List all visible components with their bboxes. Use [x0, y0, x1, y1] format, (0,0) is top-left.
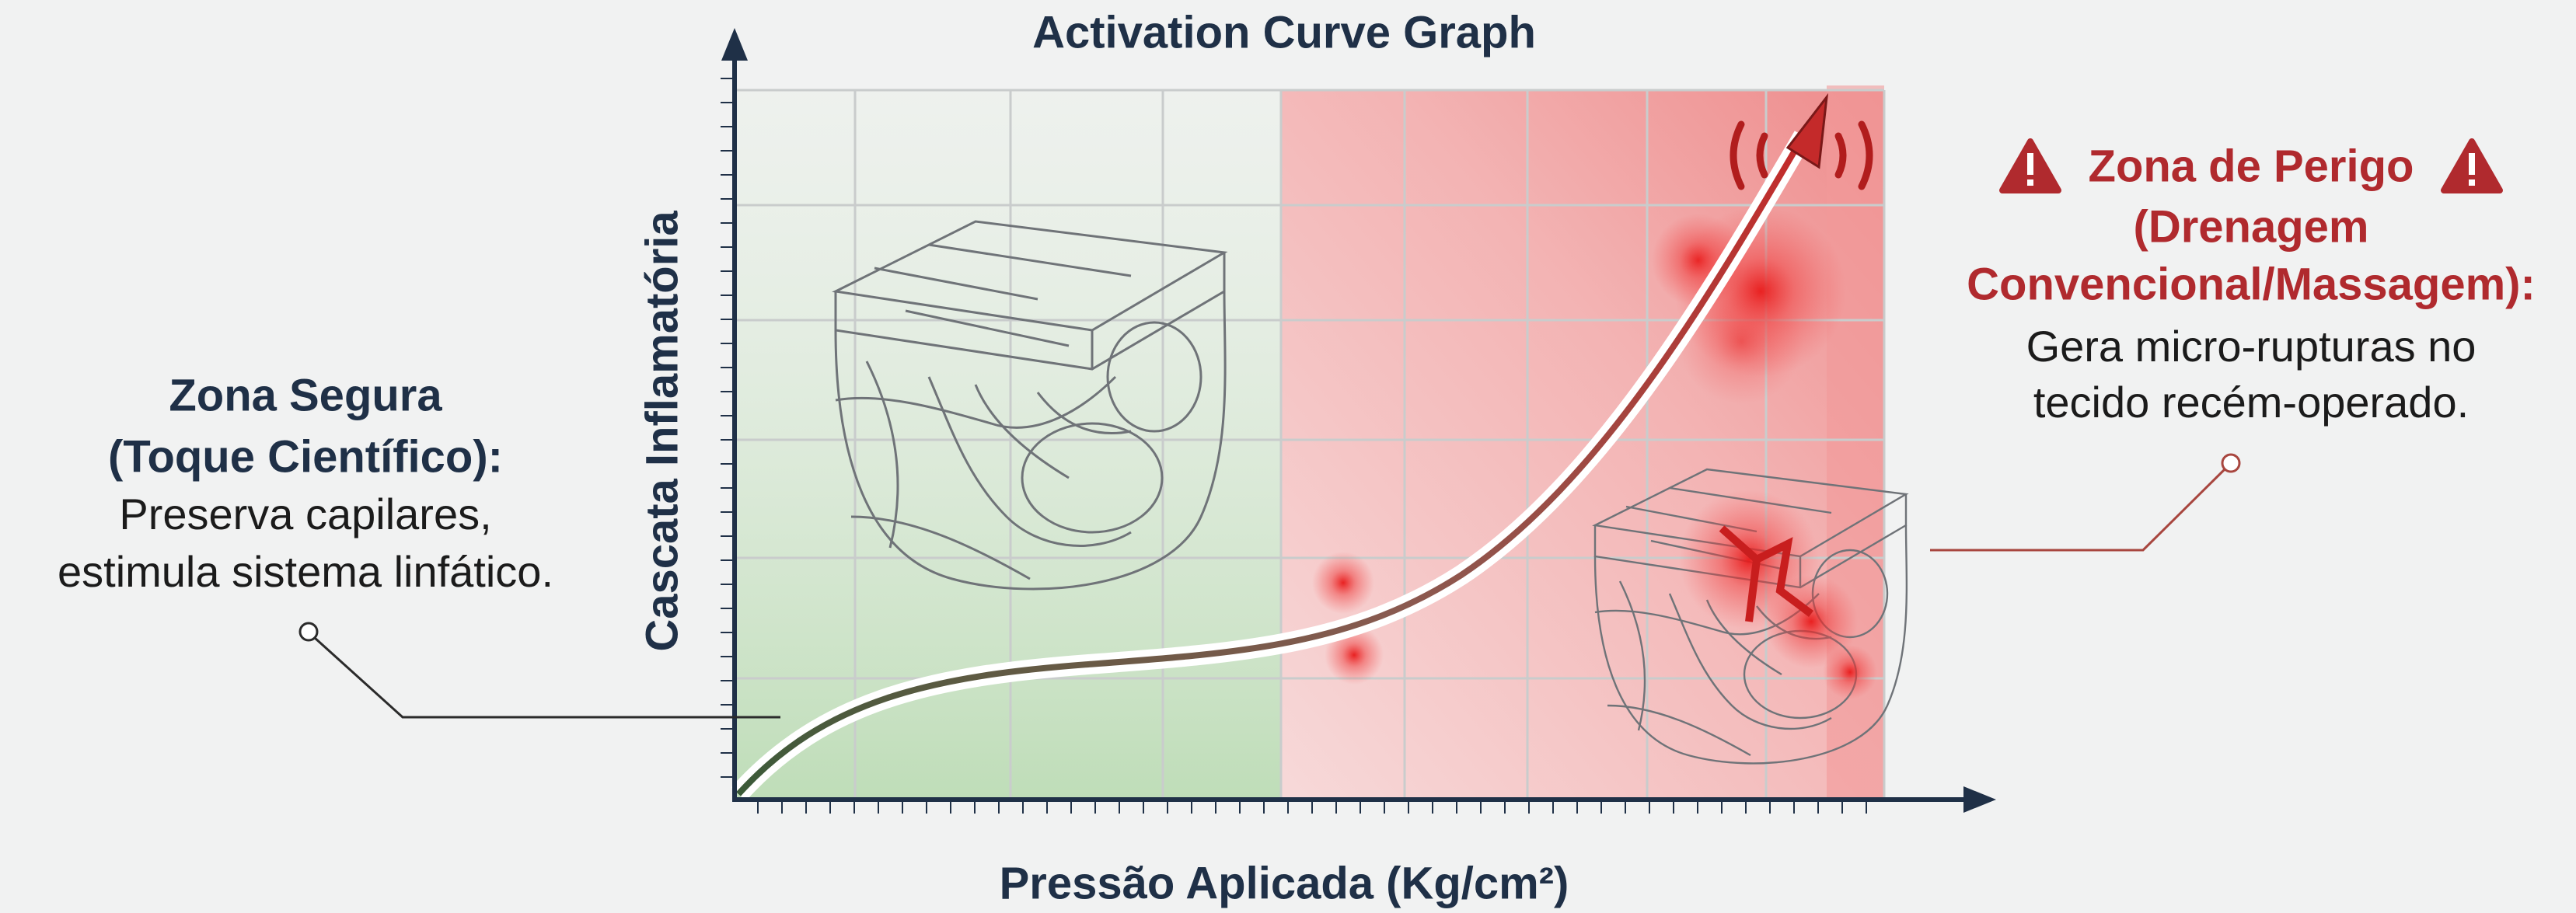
safe-zone-description: Preserva capilares, — [119, 490, 491, 538]
danger-zone-connector — [1930, 455, 2239, 550]
safe-zone-connector — [300, 623, 780, 717]
warning-icon — [2002, 141, 2058, 190]
danger-zone-area — [1281, 90, 1884, 800]
chart-title: Activation Curve Graph — [1032, 7, 1536, 57]
warning-icon — [2444, 141, 2500, 190]
safe-zone-area — [735, 90, 1281, 800]
x-axis-label: Pressão Aplicada (Kg/cm²) — [1000, 858, 1569, 908]
danger-zone-title: Convencional/Massagem): — [1967, 259, 2536, 309]
danger-zone-title: Zona de Perigo — [2089, 141, 2414, 191]
danger-zone-description: Gera micro-rupturas no — [2026, 322, 2477, 371]
danger-zone-title: (Drenagem — [2134, 201, 2369, 252]
safe-zone-description: estimula sistema linfático. — [58, 547, 553, 596]
y-axis-label: Cascata Inflamatória — [637, 211, 687, 652]
infographic: Activation Curve Graph Pressão Aplicada … — [0, 0, 2576, 913]
safe-zone-title: Zona Segura — [169, 370, 442, 420]
danger-zone-description: tecido recém-operado. — [2033, 378, 2469, 427]
safe-zone-title: (Toque Científico): — [108, 431, 503, 482]
